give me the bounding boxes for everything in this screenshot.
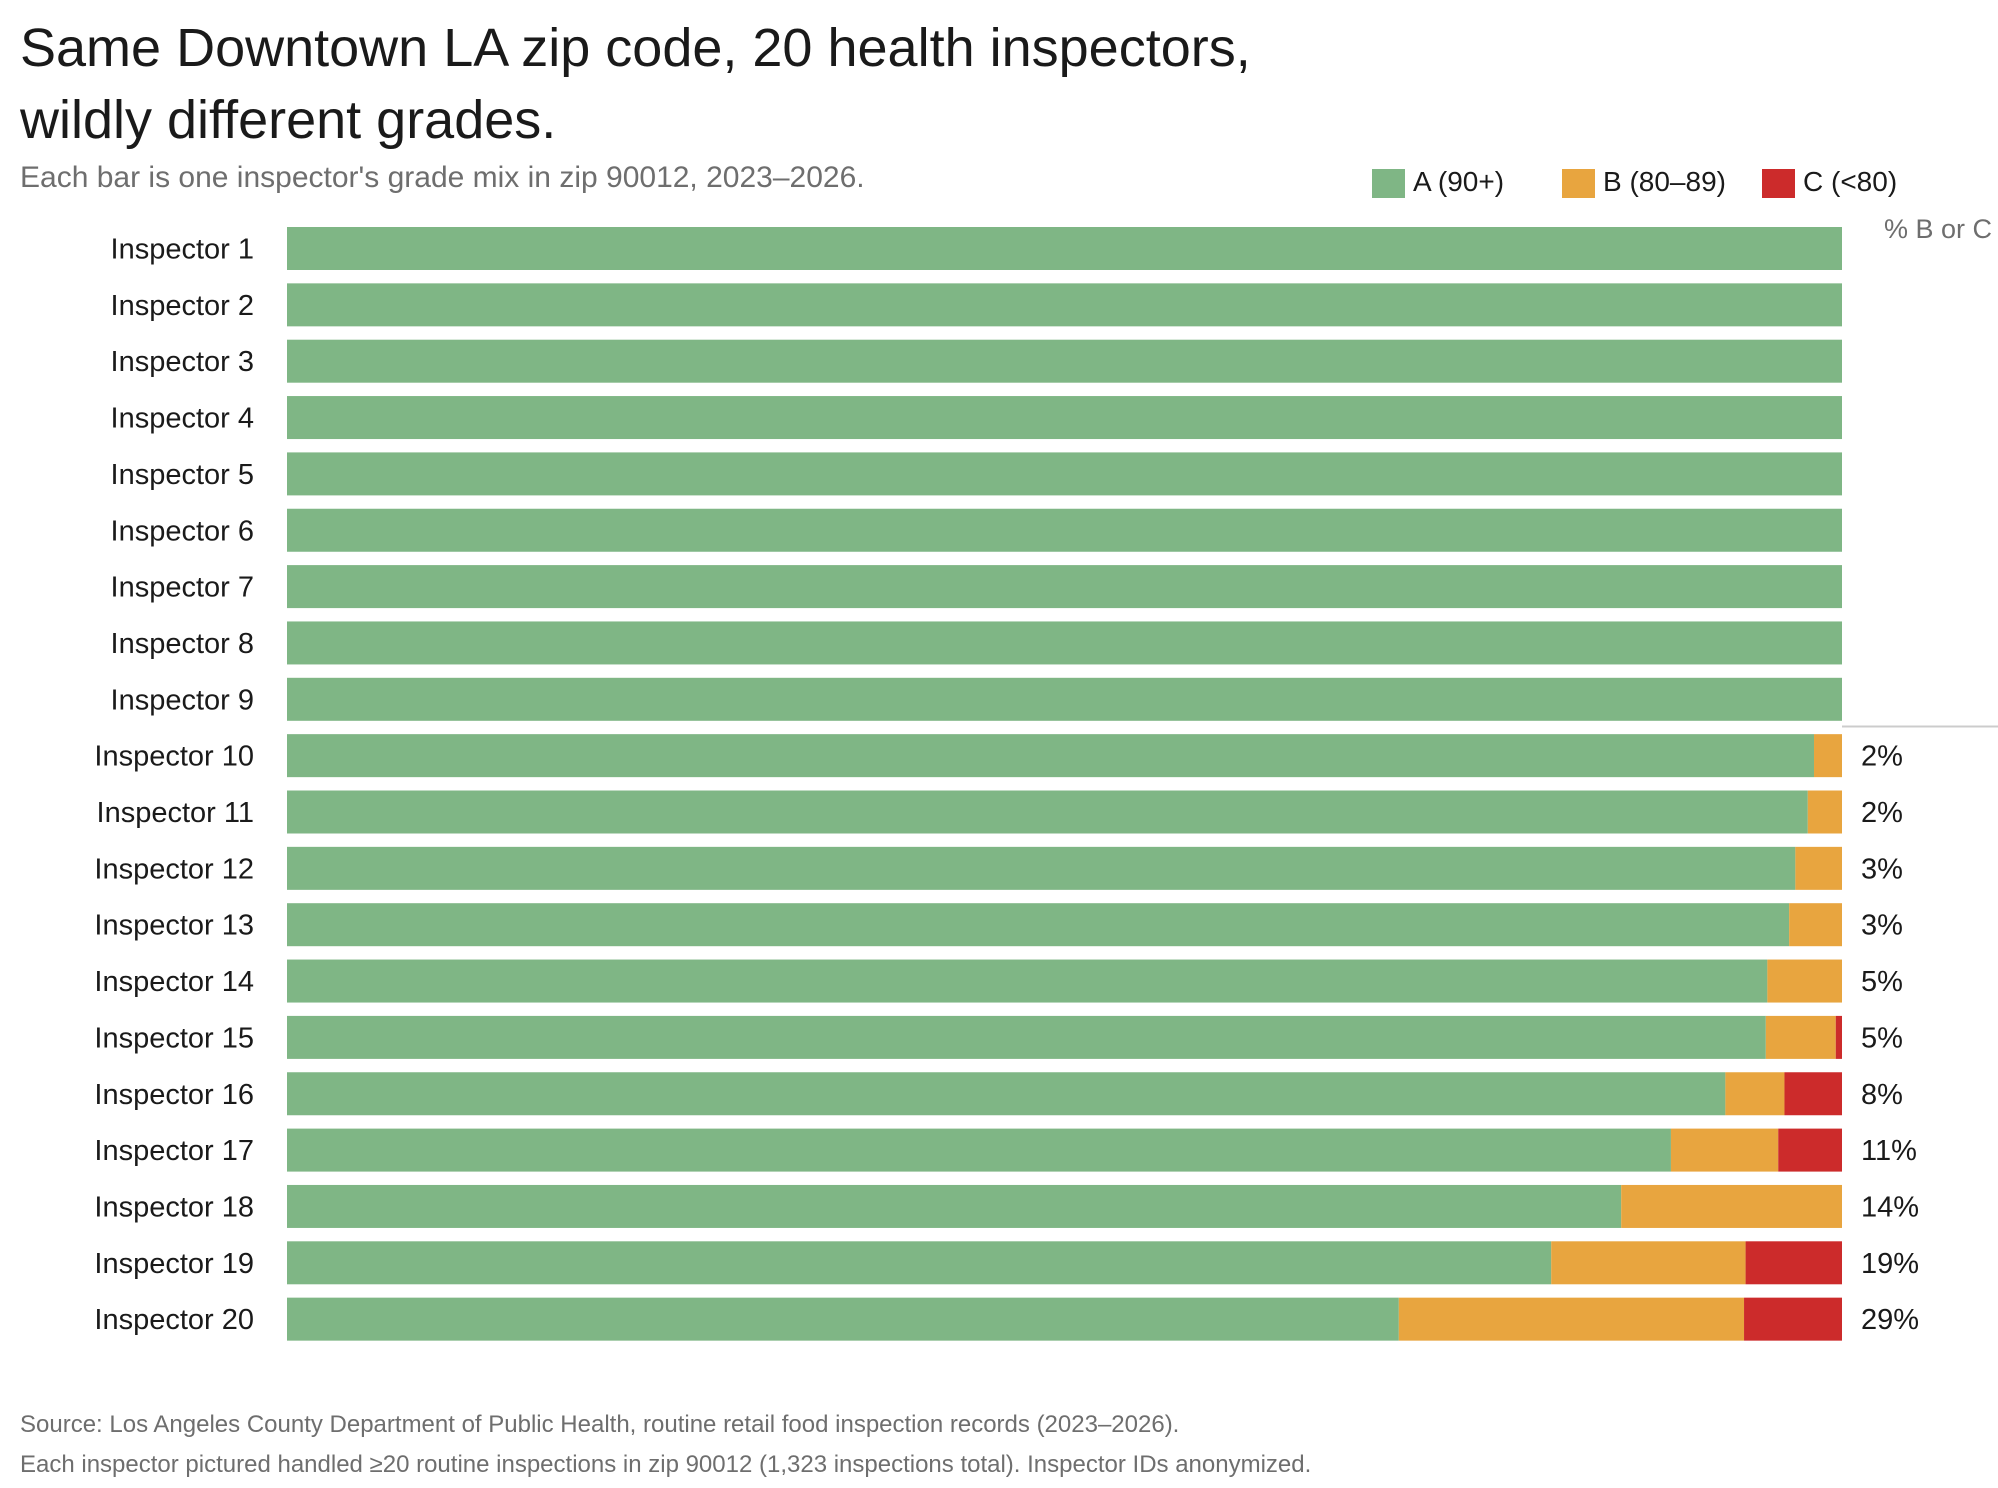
category-label: Inspector 17 xyxy=(94,1135,254,1167)
bar-segment-a xyxy=(287,396,1842,440)
bar-segment-b xyxy=(1807,790,1842,834)
bar-segment-b xyxy=(1765,1015,1836,1059)
value-label: 14% xyxy=(1861,1191,1919,1223)
value-label: 19% xyxy=(1861,1248,1919,1280)
legend-label-a: A (90+) xyxy=(1413,166,1505,197)
bar-segment-a xyxy=(287,677,1842,721)
bar-segment-c xyxy=(1778,1128,1842,1172)
value-label: 2% xyxy=(1861,741,1903,773)
category-label: Inspector 14 xyxy=(94,966,254,998)
bar-segment-a xyxy=(287,1015,1766,1059)
bar-segment-b xyxy=(1767,959,1842,1003)
category-label: Inspector 19 xyxy=(94,1248,254,1280)
bar-segment-a xyxy=(287,734,1815,778)
bar-segment-a xyxy=(287,1128,1671,1172)
legend-swatch-a xyxy=(1372,169,1405,198)
legend-swatch-c xyxy=(1762,169,1795,198)
category-label: Inspector 15 xyxy=(94,1022,254,1054)
category-label: Inspector 3 xyxy=(111,346,254,378)
bar-segment-a xyxy=(287,339,1842,383)
chart-subtitle: Each bar is one inspector's grade mix in… xyxy=(20,161,865,194)
category-label: Inspector 16 xyxy=(94,1079,254,1111)
category-label: Inspector 2 xyxy=(111,290,254,322)
category-label: Inspector 1 xyxy=(111,234,254,266)
bar-segment-a xyxy=(287,903,1790,947)
value-label: 3% xyxy=(1861,910,1903,942)
bar-segment-b xyxy=(1789,903,1842,947)
bar-segment-a xyxy=(287,790,1808,834)
category-label: Inspector 9 xyxy=(111,684,254,716)
bar-segment-a xyxy=(287,846,1796,890)
bar-segment-b xyxy=(1551,1241,1746,1285)
bar-segment-c xyxy=(1744,1297,1842,1341)
value-label: 29% xyxy=(1861,1304,1919,1336)
footer-note: Each inspector pictured handled ≥20 rout… xyxy=(20,1451,1312,1478)
category-label: Inspector 7 xyxy=(111,572,254,604)
chart-title: Same Downtown LA zip code, 20 health ins… xyxy=(20,12,1520,156)
bar-segment-a xyxy=(287,621,1842,665)
bar-segment-a xyxy=(287,1297,1399,1341)
bar-segment-a xyxy=(287,1072,1726,1116)
category-label: Inspector 6 xyxy=(111,515,254,547)
chart-title-line-2: wildly different grades. xyxy=(20,90,557,150)
bar-segment-a xyxy=(287,227,1842,270)
category-label: Inspector 8 xyxy=(111,628,254,660)
bar-segment-a xyxy=(287,565,1842,609)
category-label: Inspector 20 xyxy=(94,1304,254,1336)
bar-segment-a xyxy=(287,283,1842,327)
bar-segment-c xyxy=(1835,1015,1842,1059)
value-label: 5% xyxy=(1861,966,1903,998)
bar-segment-b xyxy=(1725,1072,1785,1116)
bar-segment-b xyxy=(1398,1297,1745,1341)
value-column-header: % B or C xyxy=(1884,214,1992,244)
value-label: 3% xyxy=(1861,853,1903,885)
category-label: Inspector 18 xyxy=(94,1191,254,1223)
bar-segment-a xyxy=(287,1184,1622,1228)
category-label: Inspector 12 xyxy=(94,853,254,885)
category-label: Inspector 5 xyxy=(111,459,254,491)
bar-segment-b xyxy=(1670,1128,1779,1172)
legend-label-b: B (80–89) xyxy=(1603,166,1726,197)
bar-segment-c xyxy=(1784,1072,1842,1116)
bar-segment-a xyxy=(287,959,1768,1003)
value-label: 8% xyxy=(1861,1079,1903,1111)
bar-segment-c xyxy=(1745,1241,1842,1285)
value-label: 5% xyxy=(1861,1022,1903,1054)
bar-segment-b xyxy=(1795,846,1842,890)
bar-segment-a xyxy=(287,1241,1552,1285)
bar-segment-b xyxy=(1814,734,1842,778)
chart-title-line-1: Same Downtown LA zip code, 20 health ins… xyxy=(20,18,1251,78)
bar-segment-a xyxy=(287,508,1842,552)
legend-label-c: C (<80) xyxy=(1803,166,1898,197)
legend-swatch-b xyxy=(1562,169,1595,198)
value-label: 11% xyxy=(1861,1135,1917,1167)
category-label: Inspector 10 xyxy=(94,741,254,773)
bar-segment-b xyxy=(1621,1184,1842,1228)
bar-segment-a xyxy=(287,452,1842,496)
category-label: Inspector 4 xyxy=(111,403,254,435)
category-label: Inspector 11 xyxy=(97,797,254,829)
value-label: 2% xyxy=(1861,797,1903,829)
footer-source: Source: Los Angeles County Department of… xyxy=(20,1411,1180,1438)
category-label: Inspector 13 xyxy=(94,910,254,942)
bars-group: Inspector 1 Inspector 2 Inspector 3 Inspect… xyxy=(94,227,1919,1341)
